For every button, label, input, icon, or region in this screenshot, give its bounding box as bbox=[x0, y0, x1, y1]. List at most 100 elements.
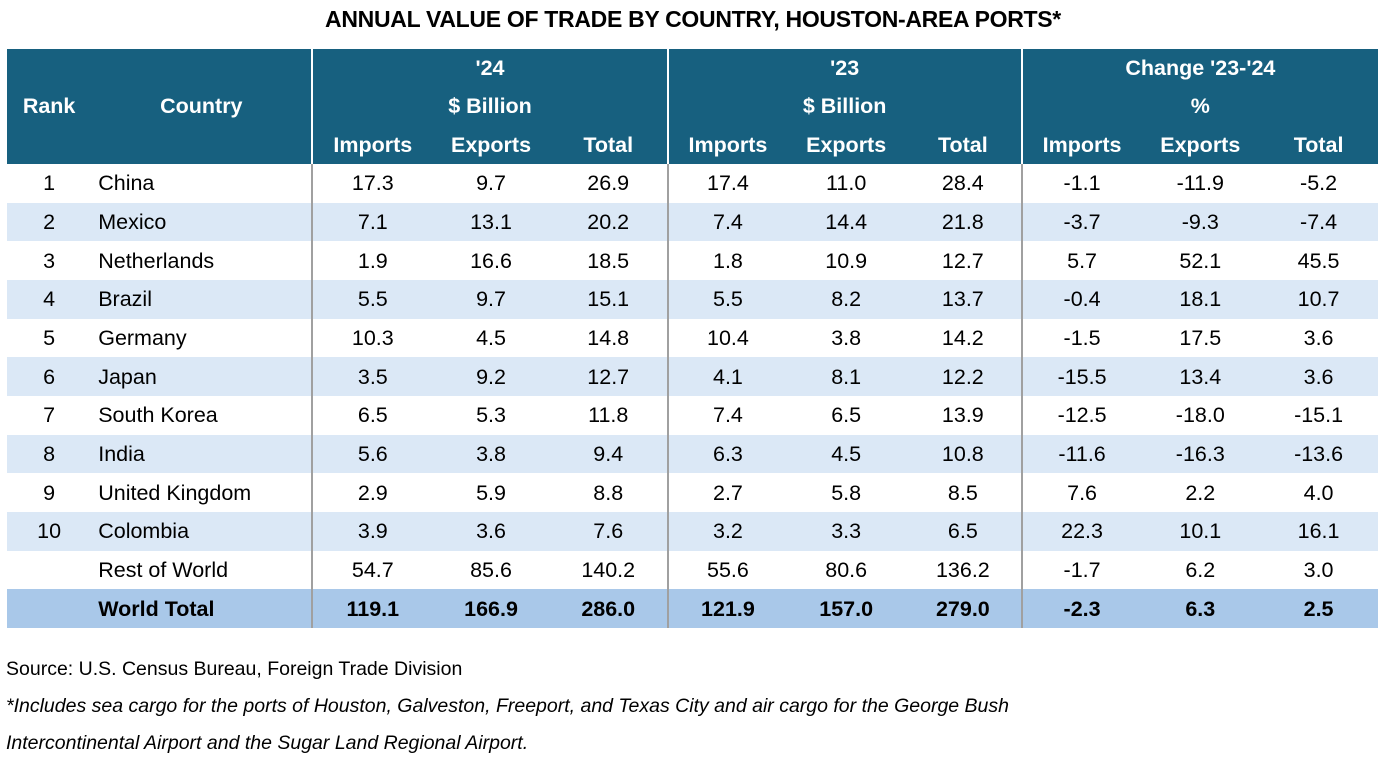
country-cell: Rest of World bbox=[98, 558, 229, 583]
country-cell: Netherlands bbox=[98, 248, 215, 273]
value-cell: 14.4 bbox=[787, 202, 906, 242]
table-row: 2 Mexico 7.1 13.1 20.2 7.4 14.4 21.8 -3.7 -9.3 -7.… bbox=[7, 202, 1378, 242]
value-cell: 5.7 bbox=[1020, 241, 1142, 280]
value-cell: 20.2 bbox=[549, 202, 668, 242]
value-cell: 2.5 bbox=[1259, 589, 1378, 629]
value-cell: 140.2 bbox=[581, 558, 636, 583]
header-unit-24: $ Billion bbox=[311, 87, 668, 126]
value-cell: 136.2 bbox=[935, 558, 990, 583]
table-title: ANNUAL VALUE OF TRADE BY COUNTRY, HOUSTO… bbox=[325, 6, 1061, 32]
value-cell: 10.8 bbox=[905, 434, 1022, 474]
header-group-change: Change '23-'24 bbox=[1020, 49, 1378, 88]
value-cell: 5.3 bbox=[476, 403, 506, 428]
value-cell: 6.2 bbox=[1185, 558, 1216, 583]
table-row: Rest of World 54.7 85.6 140.2 55.6 80.6 136.2 -… bbox=[7, 550, 1378, 590]
value-cell: -15.5 bbox=[1020, 357, 1142, 397]
value-cell: 17.4 bbox=[666, 163, 788, 203]
value-cell: 2.9 bbox=[311, 473, 433, 513]
value-cell: -13.6 bbox=[1259, 434, 1378, 474]
value-cell: 21.8 bbox=[905, 202, 1022, 242]
value-cell: 5.8 bbox=[831, 480, 862, 505]
rank-cell bbox=[7, 551, 91, 590]
value-cell: 2.2 bbox=[1185, 480, 1216, 505]
rank-cell: 5 bbox=[43, 325, 56, 350]
value-cell: 11.0 bbox=[826, 171, 867, 196]
value-cell: 10.4 bbox=[666, 318, 788, 358]
header-exports: Exports bbox=[432, 125, 550, 164]
value-cell: 7.4 bbox=[666, 202, 788, 242]
header-exports: Exports bbox=[1141, 125, 1260, 164]
value-cell: -0.4 bbox=[1020, 279, 1142, 319]
value-cell: 8.2 bbox=[787, 279, 906, 319]
value-cell: 12.7 bbox=[941, 248, 984, 273]
value-cell: 3.6 bbox=[432, 512, 550, 551]
rank-cell: 9 bbox=[43, 480, 56, 505]
value-cell: 1.9 bbox=[311, 241, 433, 280]
country-cell: China bbox=[98, 171, 155, 196]
value-cell: 14.8 bbox=[587, 325, 630, 350]
country-cell: World Total bbox=[91, 589, 313, 629]
value-cell: 9.2 bbox=[432, 357, 550, 397]
value-cell: 157.0 bbox=[787, 589, 906, 629]
source-note: Source: U.S. Census Bureau, Foreign Trad… bbox=[6, 658, 463, 680]
value-cell: -5.2 bbox=[1300, 171, 1338, 196]
value-cell: 8.8 bbox=[593, 480, 624, 505]
rank-cell: 4 bbox=[7, 279, 92, 319]
value-cell: 6.5 bbox=[831, 403, 862, 428]
value-cell: 5.5 bbox=[311, 279, 433, 319]
value-cell: -18.0 bbox=[1175, 403, 1225, 428]
value-cell: 286.0 bbox=[549, 589, 668, 629]
rank-cell: 7 bbox=[43, 403, 56, 428]
value-cell: -11.6 bbox=[1020, 434, 1142, 474]
value-cell: 2.7 bbox=[666, 473, 788, 513]
value-cell: 85.6 bbox=[470, 558, 512, 583]
value-cell: 6.3 bbox=[666, 434, 788, 474]
value-cell: 4.5 bbox=[476, 325, 506, 350]
value-cell: 26.9 bbox=[587, 171, 630, 196]
value-cell: 13.7 bbox=[905, 279, 1022, 319]
country-cell: Brazil bbox=[91, 279, 313, 319]
value-cell: 80.6 bbox=[825, 558, 868, 583]
value-cell: 12.7 bbox=[549, 357, 668, 397]
value-cell: 10.7 bbox=[1259, 279, 1378, 319]
value-cell: 4.1 bbox=[666, 357, 788, 397]
value-cell: -3.7 bbox=[1020, 202, 1142, 242]
value-cell: 11.8 bbox=[588, 403, 629, 428]
value-cell: 13.9 bbox=[941, 403, 984, 428]
value-cell: 6.5 bbox=[311, 396, 433, 435]
rank-cell: 2 bbox=[7, 202, 92, 242]
table-row: 1 China 17.3 9.7 26.9 17.4 11.0 28.4 -1.1 -11.9 -5… bbox=[7, 163, 1378, 203]
value-cell: 7.6 bbox=[549, 512, 668, 551]
value-cell: 18.1 bbox=[1141, 279, 1260, 319]
value-cell: 10.9 bbox=[825, 248, 868, 273]
value-cell: 121.9 bbox=[666, 589, 788, 629]
value-cell: -11.9 bbox=[1176, 171, 1224, 196]
value-cell: 22.3 bbox=[1020, 512, 1142, 551]
value-cell: 6.5 bbox=[905, 512, 1022, 551]
header-total: Total bbox=[549, 125, 668, 164]
value-cell: 3.8 bbox=[432, 434, 550, 474]
value-cell: 9.7 bbox=[432, 279, 550, 319]
value-cell: -7.4 bbox=[1259, 202, 1378, 242]
value-cell: 3.0 bbox=[1303, 558, 1334, 583]
country-cell: South Korea bbox=[98, 403, 218, 428]
country-cell: United Kingdom bbox=[98, 480, 252, 505]
value-cell: 52.1 bbox=[1179, 248, 1222, 273]
country-cell: Japan bbox=[91, 357, 313, 397]
value-cell: -2.3 bbox=[1020, 589, 1142, 629]
value-cell: 54.7 bbox=[311, 550, 433, 590]
value-cell: 3.5 bbox=[311, 357, 433, 397]
footnote-line-1: *Includes sea cargo for the ports of Hou… bbox=[6, 695, 1009, 717]
country-cell: India bbox=[91, 434, 313, 474]
table-row: 7 South Korea 6.5 5.3 11.8 7.4 6.5 13.9 -12.5 -18… bbox=[7, 396, 1378, 435]
value-cell: 4.5 bbox=[787, 434, 906, 474]
header-group-23: '23 bbox=[666, 49, 1022, 88]
value-cell: 9.7 bbox=[476, 171, 506, 196]
value-cell: 16.6 bbox=[470, 248, 512, 273]
country-cell: Mexico bbox=[91, 202, 313, 242]
value-cell: 3.9 bbox=[311, 512, 433, 551]
rank-cell bbox=[7, 589, 92, 629]
header-imports: Imports bbox=[311, 125, 433, 164]
value-cell: 5.5 bbox=[666, 279, 788, 319]
value-cell: 9.4 bbox=[549, 434, 668, 474]
